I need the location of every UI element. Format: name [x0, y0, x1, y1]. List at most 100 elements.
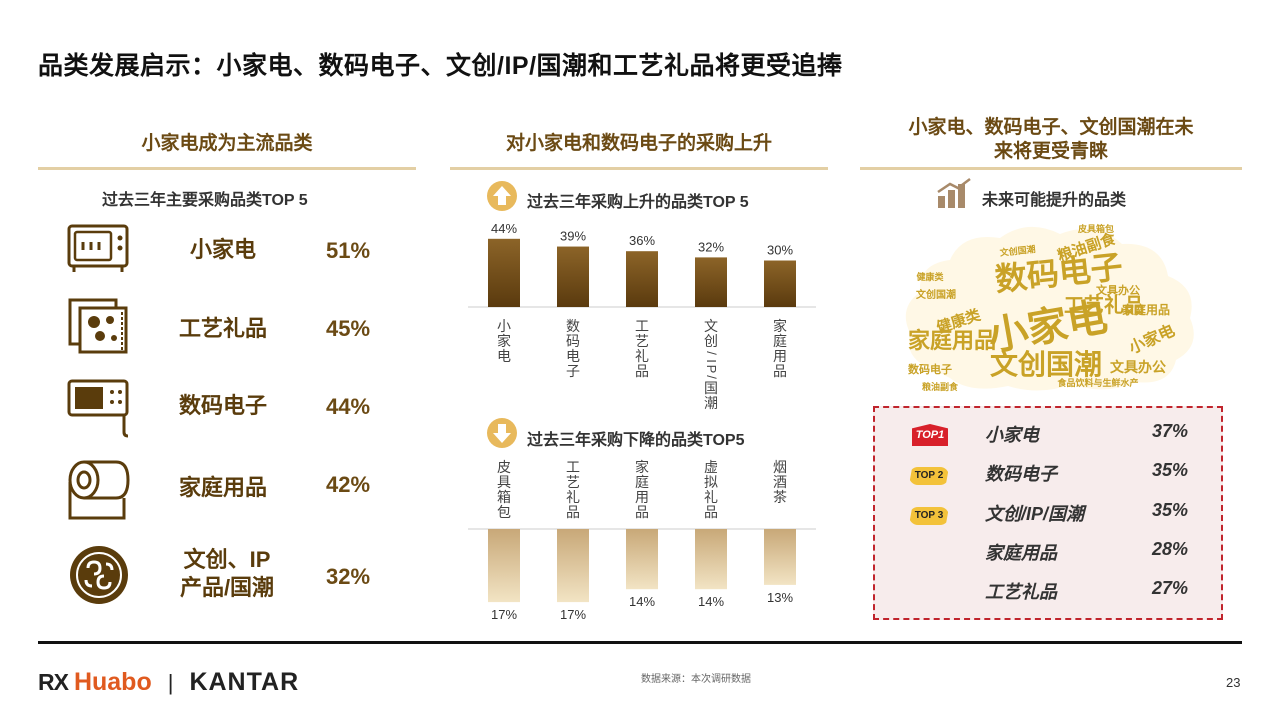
right-column-header: 小家电、数码电子、文创国潮在未 来将更受青睐 [860, 116, 1242, 164]
down-bar-label-4: 14% [698, 594, 724, 609]
svg-text:工: 工 [566, 459, 580, 475]
svg-text:I: I [704, 359, 719, 363]
middle-column-divider [450, 167, 828, 170]
page-title: 品类发展启示：小家电、数码电子、文创/IP/国潮和工艺礼品将更受追捧 [38, 52, 843, 80]
cloud-word-4: 家庭用品 [908, 328, 996, 353]
electronic-device-icon [66, 376, 130, 438]
svg-text:礼: 礼 [566, 489, 580, 505]
svg-text:包: 包 [497, 504, 511, 520]
svg-text:用: 用 [635, 489, 649, 505]
svg-text:国: 国 [704, 380, 718, 396]
svg-text:P: P [704, 365, 719, 374]
footer-divider [38, 641, 1242, 644]
middle-column-header: 对小家电和数码电子的采购上升 [505, 133, 772, 154]
kantar-logo: KANTAR [189, 668, 300, 696]
up-bar-label-5: 30% [767, 243, 793, 258]
rank-label-3: 文创/IP/国潮 [985, 504, 1085, 524]
down-bar-1 [488, 529, 520, 603]
svg-text:烟: 烟 [773, 459, 787, 475]
svg-text:/: / [704, 351, 719, 355]
up-category-3: 工艺礼品 [635, 318, 649, 379]
left-item-value-5: 32% [326, 564, 371, 589]
svg-text:码: 码 [566, 333, 580, 349]
rank-value-5: 27% [1152, 578, 1189, 598]
down-bar-label-5: 13% [767, 590, 793, 605]
logo-separator: | [167, 669, 174, 695]
left-item-value-1: 51% [326, 238, 371, 263]
cloud-word-16: 粮油副食 [922, 381, 959, 392]
left-item-value-2: 45% [326, 316, 371, 341]
up-bar-2 [557, 246, 589, 307]
left-item-label-5-line-1: 文创、IP [183, 547, 271, 572]
svg-text:子: 子 [566, 363, 580, 379]
rank-badge-1: TOP1 [912, 424, 948, 446]
up-bar-label-4: 32% [698, 239, 724, 254]
growth-chart-icon [936, 178, 972, 208]
rx-logo: RX [38, 669, 69, 695]
left-item-label-3: 数码电子 [178, 393, 267, 418]
rank-badge-2: TOP 2 [909, 467, 949, 485]
right-header-line2: 来将更受青睐 [993, 141, 1108, 162]
left-item-label-2: 工艺礼品 [178, 316, 267, 341]
paper-roll-icon [66, 458, 130, 520]
svg-text:礼: 礼 [635, 348, 649, 364]
cloud-word-15: 皮具箱包 [1077, 223, 1114, 234]
svg-text:品: 品 [773, 363, 787, 379]
svg-text:品: 品 [635, 504, 649, 520]
left-item-label-1: 小家电 [189, 237, 256, 262]
svg-text:品: 品 [635, 363, 649, 379]
rank-label-4: 家庭用品 [985, 543, 1057, 563]
up-bar-3 [626, 251, 658, 307]
down-bar-4 [695, 529, 727, 590]
left-item-label-4: 家庭用品 [178, 475, 267, 500]
page-number: 23 [1226, 675, 1241, 690]
arrow-up-icon [487, 181, 517, 211]
svg-text:箱: 箱 [497, 489, 511, 505]
svg-text:潮: 潮 [704, 395, 718, 411]
up-category-5: 家庭用品 [773, 318, 787, 379]
rank-label-1: 小家电 [985, 425, 1039, 445]
svg-text:家: 家 [773, 318, 787, 334]
up-category-2: 数码电子 [566, 318, 580, 379]
down-bar-label-3: 14% [629, 594, 655, 609]
rank-label-2: 数码电子 [985, 464, 1057, 484]
cloud-word-9: 文具办公 [1110, 359, 1166, 375]
microwave-icon [66, 220, 130, 282]
left-item-label-5: 文创、IP 产品/国潮 [162, 546, 292, 602]
arrow-down-icon [487, 418, 517, 448]
svg-text:家: 家 [635, 459, 649, 475]
svg-text:品: 品 [704, 504, 718, 520]
cloud-word-14: 食品饮料与生鲜水产 [1056, 377, 1138, 388]
rank-badge-3: TOP 3 [909, 507, 949, 525]
svg-text:庭: 庭 [635, 474, 649, 490]
cloud-word-18: 文创国潮 [998, 243, 1036, 258]
down-bar-3 [626, 529, 658, 590]
svg-text:礼: 礼 [704, 489, 718, 505]
rank-value-2: 35% [1152, 460, 1189, 480]
footer-logo: RX Huabo | KANTAR [38, 668, 299, 697]
rank-value-3: 35% [1152, 500, 1189, 520]
svg-text:艺: 艺 [635, 333, 649, 349]
svg-text:电: 电 [566, 348, 580, 364]
svg-text:/: / [704, 375, 719, 379]
svg-text:家: 家 [497, 333, 511, 349]
cloud-word-5: 工艺礼品 [1064, 293, 1144, 317]
svg-text:虚: 虚 [704, 459, 718, 475]
svg-text:品: 品 [566, 504, 580, 520]
huabo-logo: Huabo [73, 668, 152, 696]
svg-text:创: 创 [704, 333, 718, 349]
down-bar-label-1: 17% [491, 607, 517, 622]
up-category-1: 小家电 [497, 318, 511, 364]
right-subheader: 未来可能提升的品类 [982, 192, 1127, 209]
left-item-value-4: 42% [326, 472, 371, 497]
up-bar-4 [695, 257, 727, 307]
cloud-word-11: 文具办公 [1096, 283, 1140, 297]
cloud-word-17: 健康类 [916, 271, 944, 282]
svg-text:用: 用 [773, 348, 787, 364]
word-cloud: 小家电数码电子文创国潮家庭用品工艺礼品粮油副食健康类小家电文具办公家庭用品文具办… [905, 223, 1194, 392]
svg-text:具: 具 [497, 474, 511, 490]
up-chart-subheader: 过去三年采购上升的品类TOP 5 [527, 194, 749, 211]
data-source: 数据来源：本次调研数据 [641, 674, 751, 685]
svg-text:茶: 茶 [773, 489, 787, 505]
